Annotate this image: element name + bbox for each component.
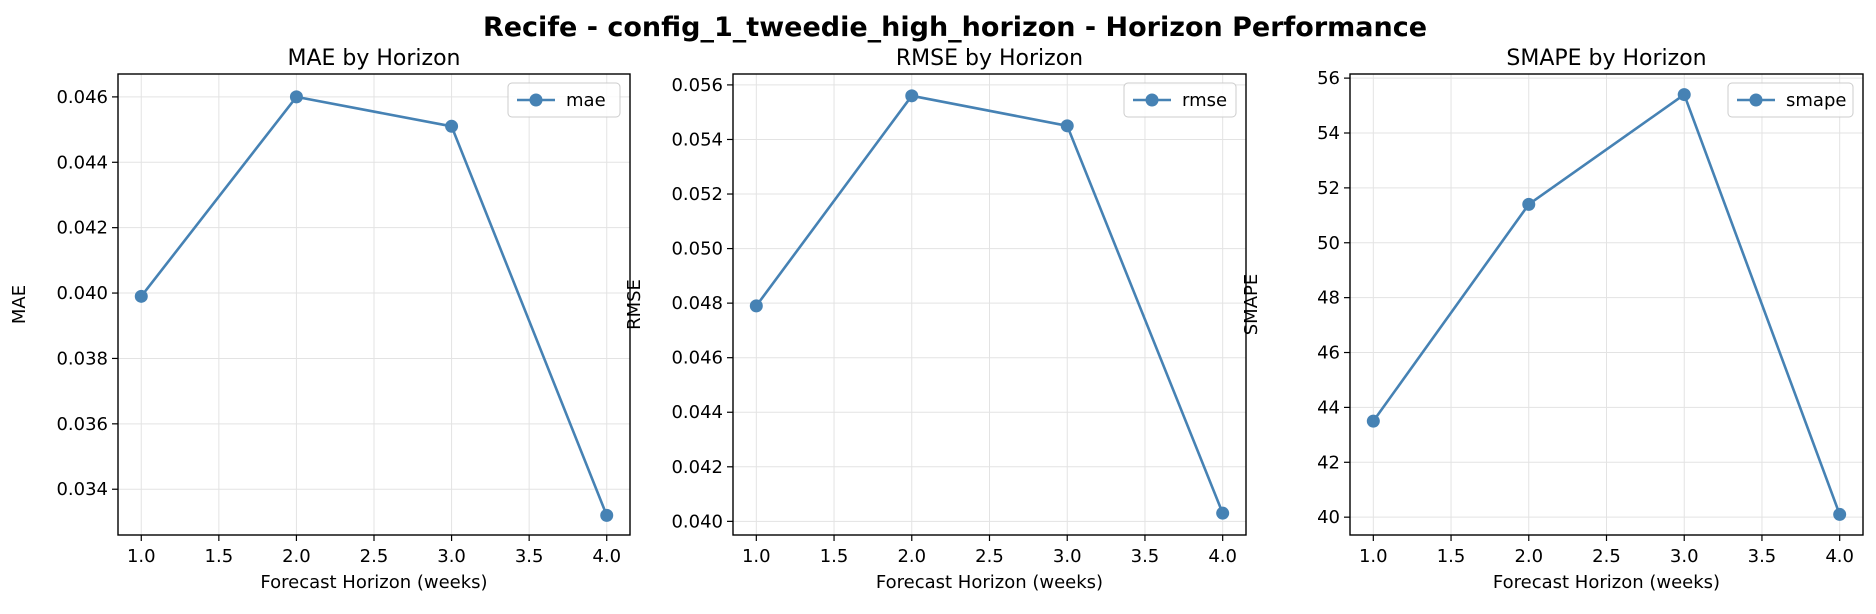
x-tick-label: 2.0 [282,546,311,567]
x-tick-label: 3.5 [515,546,544,567]
x-tick-label: 1.5 [820,546,849,567]
x-tick-label: 1.0 [1359,546,1388,567]
chart-title: RMSE by Horizon [896,46,1083,71]
x-axis-label: Forecast Horizon (weeks) [1493,572,1720,593]
figure-title: Recife - config_1_tweedie_high_horizon -… [483,12,1427,43]
chart-panel-mae: 1.0 1.5 2.0 2.5 3.0 3.5 4.0 0.034 0.036 0.038 0.04… [9,46,631,593]
y-tick-label: 48 [1317,288,1340,309]
legend-marker [1749,93,1763,107]
y-tick-label: 54 [1317,123,1340,144]
x-axis-label: Forecast Horizon (weeks) [876,572,1103,593]
x-tick-label: 3.5 [1131,546,1160,567]
x-tick-label: 1.0 [127,546,156,567]
x-tick-label: 3.0 [1670,546,1699,567]
legend-box [1123,82,1237,118]
y-tick-label: 0.046 [56,87,108,108]
series-line [755,94,1224,514]
y-tick-label: 0.042 [56,218,108,239]
legend: mae [507,82,621,118]
y-tick-label: 0.042 [671,457,723,478]
y-tick-label: 42 [1317,452,1340,473]
y-tick-label: 0.038 [56,348,108,369]
legend-label: mae [566,90,606,111]
x-tick-label: 2.0 [1514,546,1543,567]
x-tick-label: 4.0 [1825,546,1854,567]
x-tick-label: 3.0 [1053,546,1082,567]
series-line [140,95,608,516]
y-tick-label: 50 [1317,233,1340,254]
legend-box [1727,82,1854,118]
data-point [1366,414,1380,428]
y-tick-label: 56 [1317,68,1340,89]
series-line [1372,93,1841,515]
data-point [1216,506,1230,520]
legend-box [507,82,621,118]
x-tick-label: 2.5 [975,546,1004,567]
x-tick-label: 4.0 [1208,546,1237,567]
y-tick-label: 0.052 [671,184,723,205]
data-point [600,508,614,522]
x-tick-label: 4.0 [592,546,621,567]
legend: rmse [1123,82,1237,118]
y-tick-label: 0.036 [56,414,108,435]
y-tick-label: 0.048 [671,293,723,314]
data-point [1833,507,1847,521]
y-tick-label: 0.056 [671,75,723,96]
data-point [134,289,148,303]
data-point [749,299,763,313]
legend-label: smape [1786,90,1846,111]
y-tick-label: 0.044 [671,402,723,423]
x-tick-label: 3.0 [437,546,466,567]
y-tick-label: 0.054 [671,129,723,150]
y-tick-label: 46 [1317,343,1340,364]
chart-panels: 1.0 1.5 2.0 2.5 3.0 3.5 4.0 0.034 0.036 0.038 0.04… [9,46,1864,593]
x-tick-label: 2.5 [360,546,389,567]
data-point [905,89,919,103]
y-axis-label: RMSE [624,279,645,330]
y-tick-label: 0.046 [671,348,723,369]
data-point [445,119,459,133]
x-tick-label: 1.5 [1437,546,1466,567]
data-point [1677,88,1691,102]
chart-panel-rmse: 1.0 1.5 2.0 2.5 3.0 3.5 4.0 0.040 0.042 0.044 0.04… [624,46,1247,593]
legend-label: rmse [1182,90,1227,111]
x-tick-label: 2.0 [897,546,926,567]
x-tick-label: 1.5 [205,546,234,567]
y-tick-label: 0.040 [671,511,723,532]
y-tick-label: 0.044 [56,152,108,173]
y-axis-label: SMAPE [1241,274,1262,336]
legend-marker [529,93,543,107]
x-axis-label: Forecast Horizon (weeks) [260,572,487,593]
chart-title: MAE by Horizon [287,46,460,71]
y-tick-label: 44 [1317,397,1340,418]
y-tick-label: 0.034 [56,479,108,500]
legend: smape [1727,82,1854,118]
y-tick-label: 40 [1317,507,1340,528]
y-axis-label: MAE [9,285,30,324]
y-tick-label: 0.040 [56,283,108,304]
y-tick-label: 52 [1317,178,1340,199]
data-point [1060,119,1074,133]
chart-panel-smape: 1.0 1.5 2.0 2.5 3.0 3.5 4.0 40 42 44 46 48 50 52 54 56 S… [1241,46,1864,593]
x-tick-label: 3.5 [1748,546,1777,567]
data-point [1522,197,1536,211]
legend-marker [1145,93,1159,107]
x-tick-label: 2.5 [1592,546,1621,567]
y-tick-label: 0.050 [671,239,723,260]
chart-title: SMAPE by Horizon [1506,46,1706,71]
data-point [289,90,303,104]
x-tick-label: 1.0 [742,546,771,567]
